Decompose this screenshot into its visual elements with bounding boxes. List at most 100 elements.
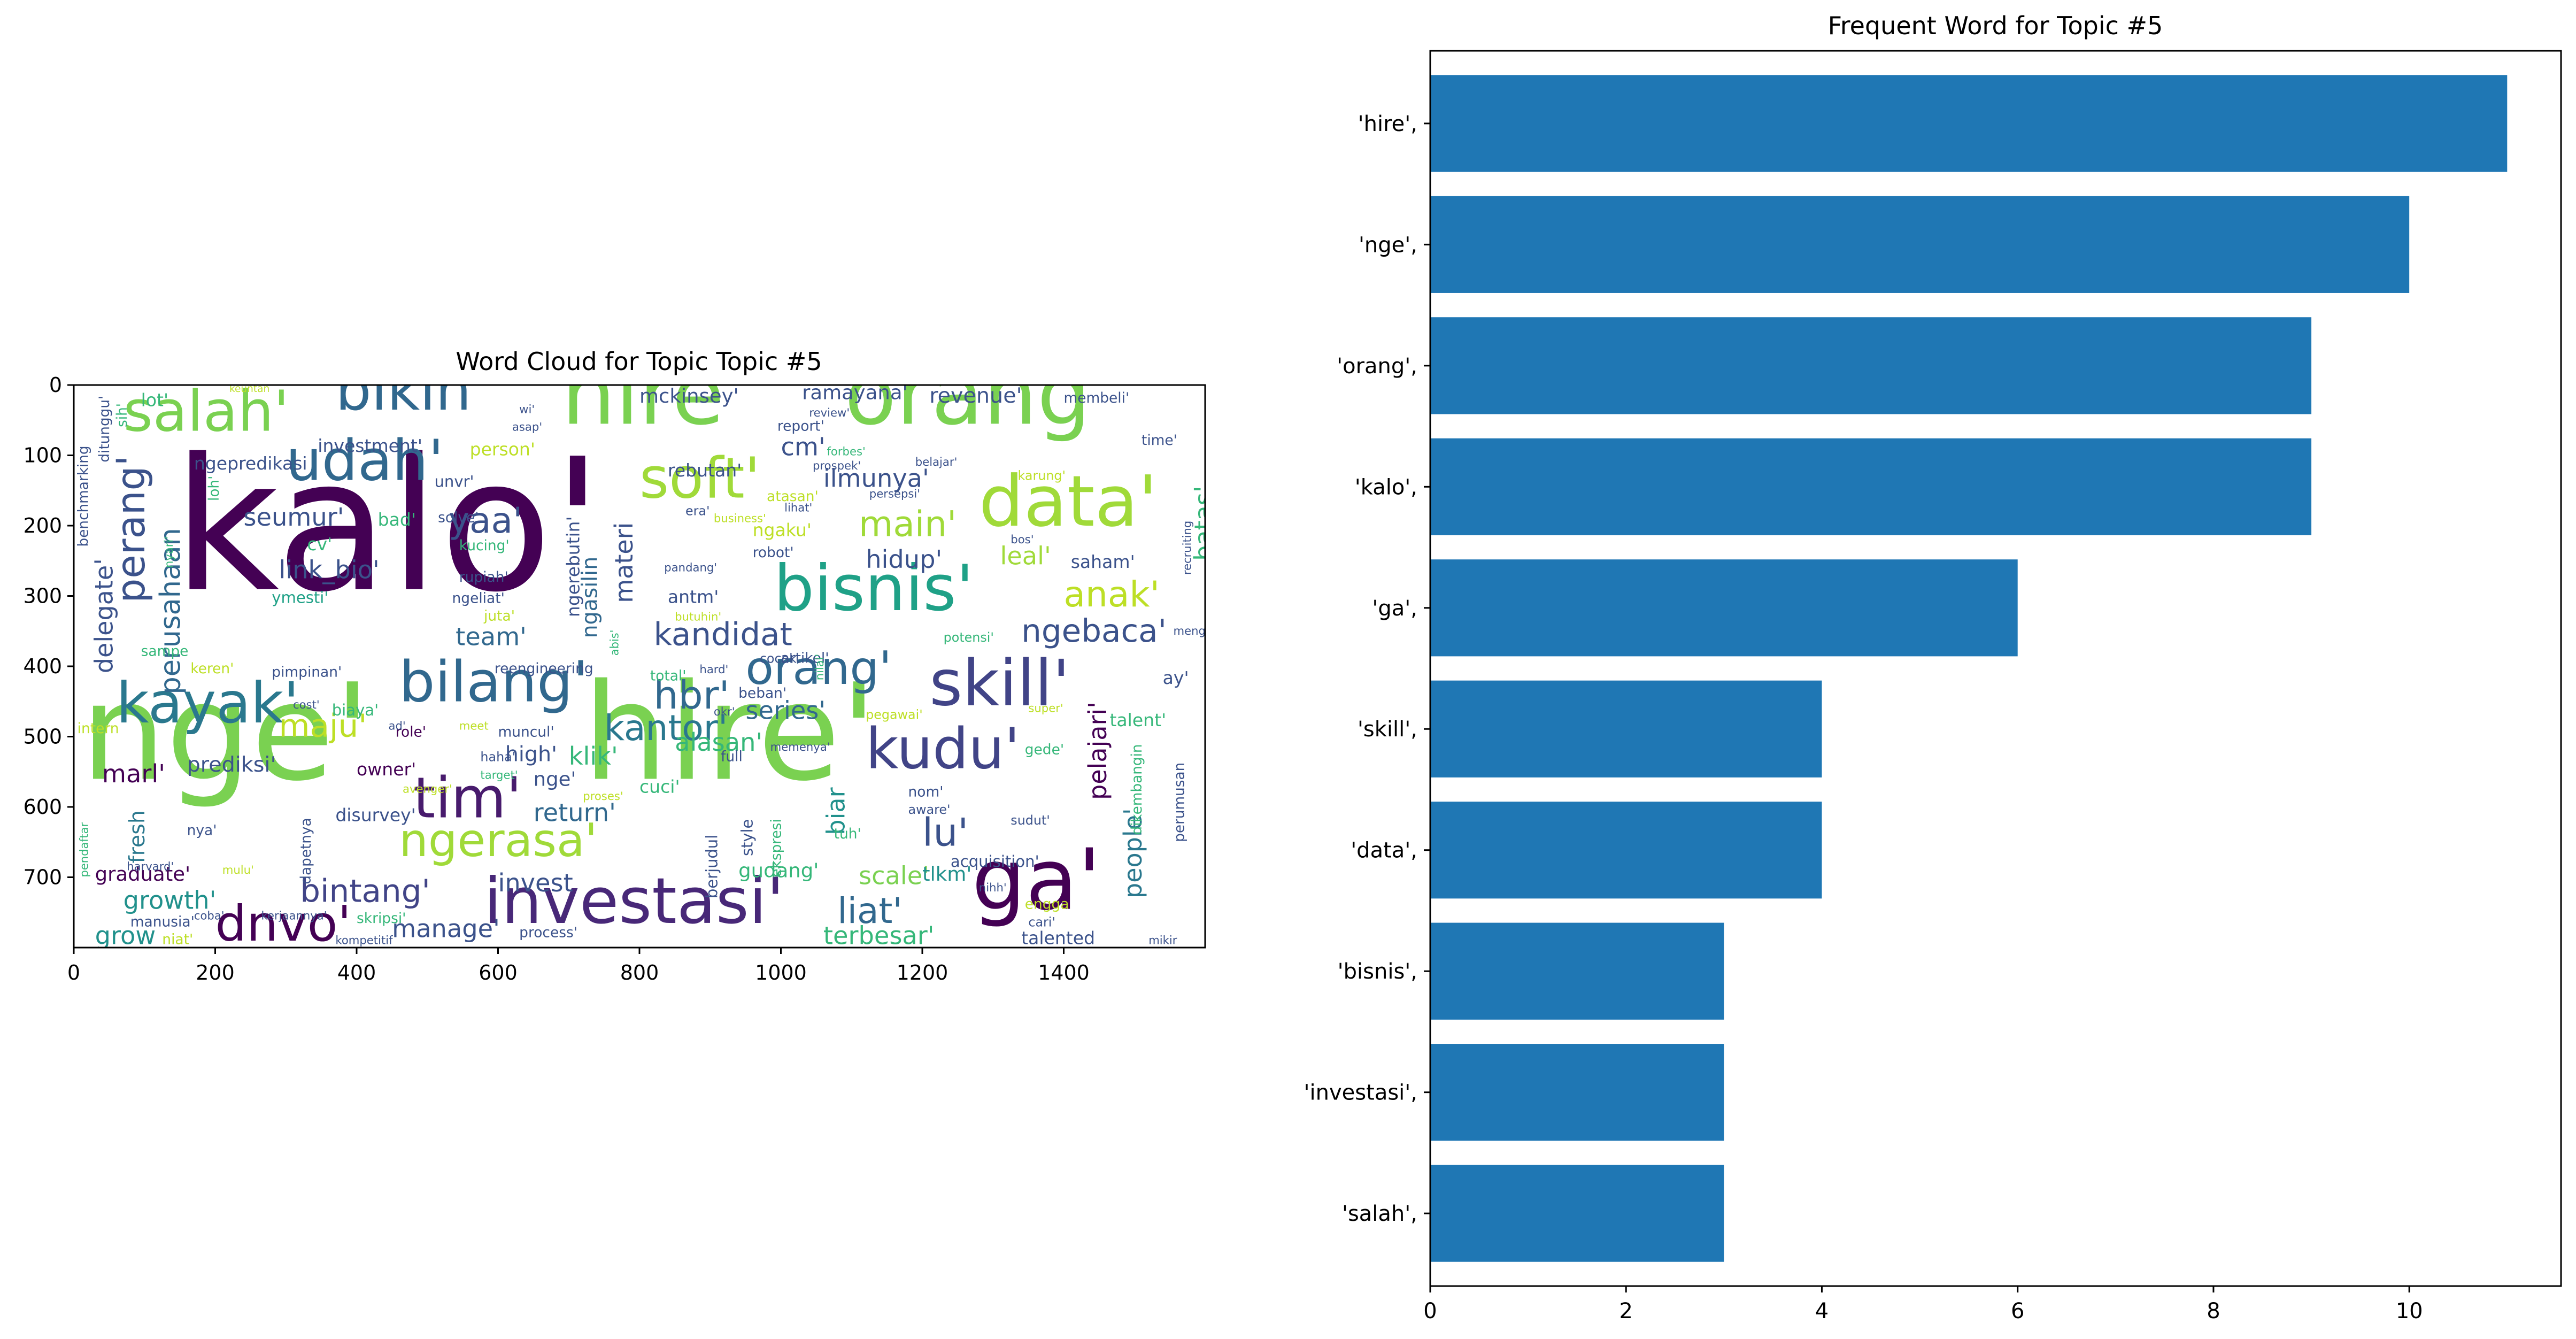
cloud-word: pimpinan' (272, 665, 342, 681)
bar (1430, 438, 2312, 535)
cloud-word: soft' (639, 445, 760, 511)
cloud-word: ngasilin (578, 557, 603, 638)
x-tick-label: 1400 (1038, 961, 1090, 984)
category-label: 'salah', (1342, 1202, 1417, 1226)
cloud-word: business' (714, 511, 766, 525)
cloud-word: bintang' (300, 873, 430, 910)
word-cloud-image: kalo'nge' hire'hire' orang'bikin'salah'uda… (74, 357, 1205, 952)
cloud-word: lu' (922, 811, 968, 856)
cloud-word: salah' (124, 379, 289, 444)
cloud-word: solve' (438, 510, 479, 526)
cloud-word: antm' (668, 587, 719, 607)
cloud-word: kompetitif (335, 933, 393, 946)
cloud-word: team' (456, 622, 527, 651)
cloud-word: recruiting (1180, 521, 1193, 575)
cloud-word: bos' (1011, 533, 1034, 546)
cloud-word: nihh' (979, 881, 1007, 894)
cloud-word: target' (480, 768, 518, 781)
x-tick-label: 800 (620, 961, 659, 984)
category-label: 'orang', (1337, 354, 1417, 379)
cloud-word: saham' (1071, 551, 1135, 572)
cloud-word: potensi' (944, 630, 994, 645)
cloud-word: ngepredikasi (194, 453, 307, 474)
cloud-word: kandidat (653, 616, 792, 653)
x-tick-label: 10 (2396, 1299, 2423, 1323)
y-tick-label: 200 (23, 514, 62, 537)
cloud-word: hidup' (866, 545, 942, 574)
cloud-word: mckinsey' (639, 384, 739, 407)
cloud-word: udah' (286, 428, 444, 494)
x-tick-label: 8 (2207, 1299, 2220, 1323)
cloud-word: link_bio' (279, 556, 380, 584)
cloud-word: invest (498, 868, 573, 897)
y-tick-label: 400 (23, 655, 62, 678)
y-tick-label: 300 (23, 584, 62, 608)
cloud-word: benchmarking (75, 445, 91, 547)
cloud-word: marl' (102, 759, 165, 788)
cloud-word: orang' (745, 642, 891, 695)
x-tick-label: 2 (1619, 1299, 1633, 1323)
cloud-word: artikel' (781, 650, 829, 666)
cloud-word: maju' (279, 707, 367, 744)
cloud-word: scale' (859, 861, 929, 890)
cloud-word: meet (459, 719, 489, 732)
cloud-word: keren' (190, 661, 234, 677)
cloud-word: dapetnya (298, 818, 314, 884)
word-cloud-y-axis: 0 100 200 300 400 500 600 700 (23, 373, 74, 889)
x-tick-label: 0 (67, 961, 80, 984)
x-tick-label: 1000 (755, 961, 807, 984)
category-label: 'hire', (1358, 112, 1417, 136)
bar (1430, 1044, 1724, 1141)
cloud-word: style (738, 819, 757, 856)
cloud-word: dnvo' (215, 895, 351, 952)
x-tick-label: 0 (1423, 1299, 1437, 1323)
cloud-word: abis' (607, 629, 621, 656)
bar (1430, 680, 1822, 778)
cloud-word: perusahaan (154, 528, 187, 695)
cloud-word: asap' (512, 420, 542, 434)
cloud-word: manage' (392, 914, 500, 943)
cloud-word: cuci' (639, 776, 680, 797)
cloud-word: nyari' (162, 536, 175, 568)
word-cloud-x-axis: 0 200 400 600 800 1000 1200 1400 (67, 948, 1090, 984)
cloud-word: loh' (206, 476, 222, 501)
y-tick-label: 500 (23, 725, 62, 749)
cloud-word: rupiah' (459, 570, 508, 586)
bar-chart-title: Frequent Word for Topic #5 (1828, 11, 2163, 40)
cloud-word: aware' (908, 802, 951, 817)
cloud-word: pegawai' (866, 707, 923, 722)
cloud-word: beban' (738, 686, 786, 702)
cloud-word: mikir (1148, 933, 1177, 946)
cloud-word: ngaku' (753, 520, 812, 541)
word-cloud-panel: Word Cloud for Topic Topic #5 kalo'nge' h… (23, 347, 1206, 984)
bar-chart-y-axis: 'hire', 'nge', 'orang', 'kalo', 'ga', 'skill'… (1304, 112, 1430, 1226)
cloud-word: nge' (534, 768, 576, 791)
category-label: 'skill', (1358, 717, 1417, 742)
cloud-word: tim' (413, 765, 522, 831)
bar (1430, 559, 2018, 657)
cloud-word: seumur' (243, 503, 344, 532)
bar (1430, 922, 1724, 1020)
cloud-word: main' (859, 504, 957, 545)
cloud-word: ngeliat' (452, 591, 505, 607)
cloud-word: return' (534, 798, 616, 827)
cloud-word: sudut' (1011, 813, 1050, 828)
cloud-word: muncul' (498, 725, 554, 741)
cloud-word: data' (979, 461, 1158, 543)
bar-chart-bars (1430, 75, 2508, 1262)
y-tick-label: 0 (49, 373, 62, 397)
cloud-word: era' (685, 503, 710, 518)
cloud-word: bikin' (335, 357, 487, 423)
bar (1430, 802, 1822, 899)
cloud-word: time' (1142, 433, 1177, 449)
cloud-word: people' (1119, 808, 1147, 898)
cloud-word: keuntan (229, 383, 269, 395)
cloud-word: klik' (569, 742, 618, 771)
cloud-word: rebutan' (668, 460, 742, 481)
category-label: 'data', (1351, 838, 1417, 863)
cloud-word: talented (1021, 928, 1095, 949)
cloud-word: bad' (378, 509, 416, 530)
cloud-word: juta' (483, 609, 515, 625)
cloud-word: process' (519, 925, 577, 941)
cloud-word: kudu' (866, 716, 1020, 782)
